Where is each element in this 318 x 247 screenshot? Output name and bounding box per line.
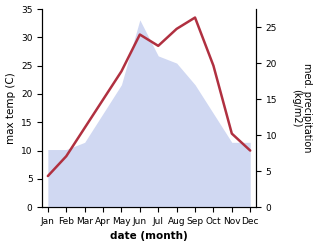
Y-axis label: max temp (C): max temp (C) bbox=[5, 72, 16, 144]
X-axis label: date (month): date (month) bbox=[110, 231, 188, 242]
Y-axis label: med. precipitation
(kg/m2): med. precipitation (kg/m2) bbox=[291, 63, 313, 153]
